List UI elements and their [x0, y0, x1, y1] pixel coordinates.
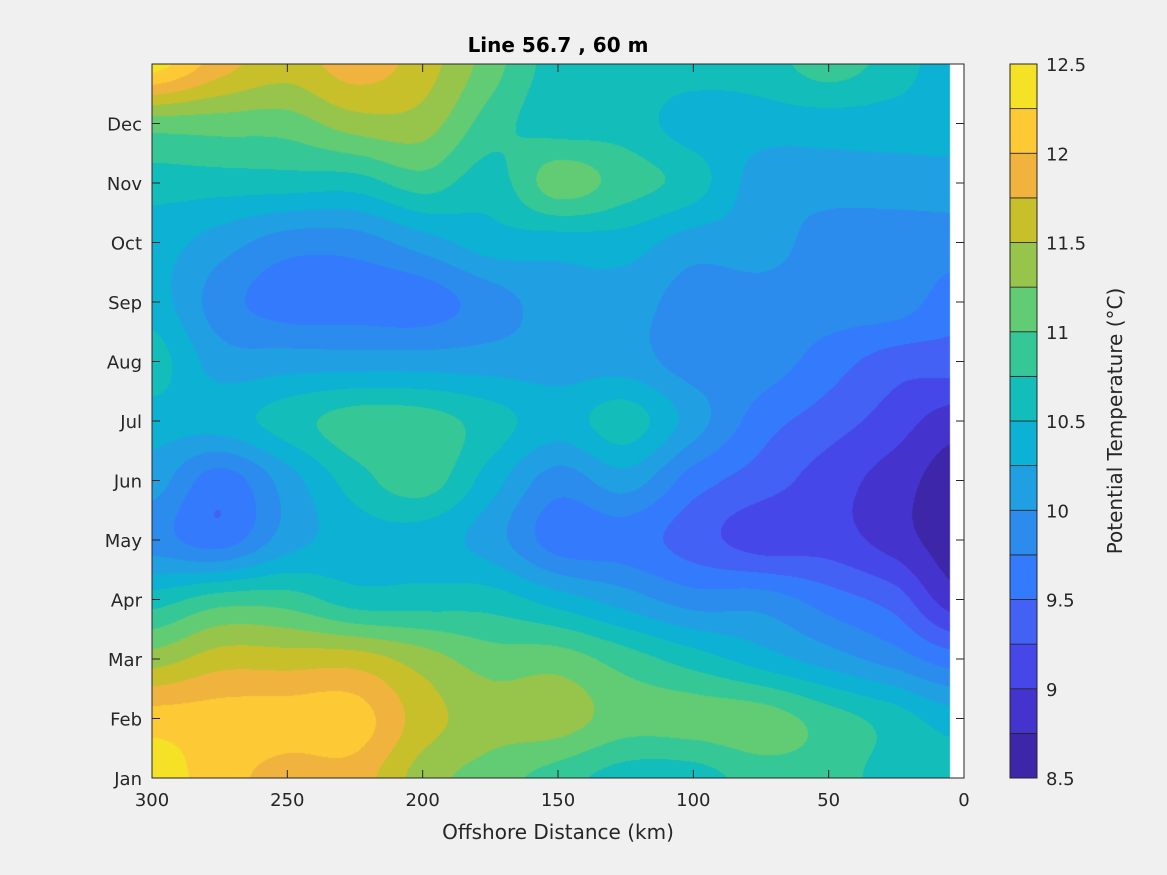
- colorbar-swatch: [1009, 108, 1038, 154]
- y-tick-label: Jul: [119, 412, 142, 433]
- x-tick-label: 250: [270, 790, 304, 811]
- colorbar: 8.5 9 9.5 10 10.5 11 11.5 12 12.5: [1009, 55, 1086, 790]
- colorbar-tick-label: 12.5: [1046, 55, 1086, 76]
- chart-title: Line 56.7 , 60 m: [468, 33, 649, 57]
- x-tick-label: 300: [135, 790, 169, 811]
- colorbar-tick-label: 9.5: [1046, 591, 1075, 612]
- y-tick-label: Dec: [107, 115, 142, 136]
- colorbar-swatch: [1009, 554, 1038, 600]
- x-tick-label: 50: [817, 790, 840, 811]
- colorbar-swatch: [1009, 643, 1038, 690]
- colorbar-tick-label: 11.5: [1046, 234, 1086, 255]
- axes: 300 250 200 150 100 50 0 Jan Feb Mar Apr May Jun Jul A…: [105, 63, 970, 811]
- x-tick-label: 200: [405, 790, 439, 811]
- x-tick-label: 0: [958, 790, 969, 811]
- colorbar-label: Potential Temperature (°C): [1103, 288, 1127, 555]
- x-tick-label: 150: [541, 790, 575, 811]
- colorbar-swatch: [1009, 375, 1038, 422]
- colorbar-tick-label: 8.5: [1046, 769, 1075, 790]
- y-tick-label: Oct: [111, 234, 142, 255]
- colorbar-swatch: [1009, 688, 1038, 734]
- colorbar-swatch: [1009, 465, 1038, 511]
- colorbar-swatch: [1009, 242, 1038, 288]
- colorbar-tick-label: 11: [1046, 323, 1069, 344]
- colorbar-swatch: [1009, 286, 1038, 333]
- y-tick-label: May: [105, 531, 143, 552]
- colorbar-swatch: [1009, 732, 1038, 779]
- colorbar-swatch: [1009, 509, 1038, 556]
- colorbar-tick-label: 10: [1046, 501, 1069, 522]
- colorbar-swatch: [1009, 420, 1038, 467]
- colorbar-swatch: [1009, 152, 1038, 199]
- colorbar-tick-label: 12: [1046, 144, 1069, 165]
- colorbar-tick-label: 9: [1046, 680, 1057, 701]
- colorbar-box: [1009, 63, 1038, 779]
- contour-fill: [152, 64, 964, 778]
- y-tick-label: Jan: [113, 769, 142, 790]
- colorbar-tick-label: 10.5: [1046, 412, 1086, 433]
- colorbar-swatch: [1009, 331, 1038, 377]
- x-tick-label: 100: [676, 790, 710, 811]
- y-tick-label: Apr: [111, 591, 143, 612]
- colorbar-swatch: [1009, 599, 1038, 645]
- y-tick-label: Mar: [108, 650, 143, 671]
- y-tick-label: Nov: [107, 174, 142, 195]
- y-tick-label: Aug: [107, 353, 142, 374]
- colorbar-swatch: [1009, 63, 1038, 110]
- x-axis-label: Offshore Distance (km): [442, 820, 674, 844]
- y-tick-label: Jun: [113, 472, 142, 493]
- y-tick-label: Feb: [110, 710, 142, 731]
- colorbar-swatch: [1009, 197, 1038, 243]
- y-tick-label: Sep: [108, 293, 142, 314]
- contour-fill-container: [152, 64, 964, 778]
